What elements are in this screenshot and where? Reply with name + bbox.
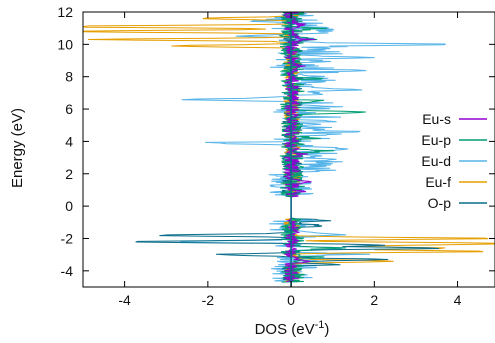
y-tick-label: 2 <box>65 166 73 182</box>
x-tick-label: 2 <box>370 292 378 308</box>
x-axis-label: DOS (eV-1) <box>255 319 330 338</box>
legend-label-eu-s: Eu-s <box>422 111 451 127</box>
y-tick-label: 10 <box>57 36 73 52</box>
x-tick-label: 4 <box>454 292 462 308</box>
x-axis-ticks: -4 -2 0 2 4 <box>118 12 462 308</box>
series-eu-d-curve <box>180 11 446 283</box>
y-axis-ticks: -4 -2 0 2 4 6 8 10 12 <box>57 4 495 279</box>
x-tick-label: 0 <box>287 292 295 308</box>
y-tick-label: 8 <box>65 69 73 85</box>
y-tick-label: -4 <box>61 263 74 279</box>
plot-frame <box>82 11 495 288</box>
y-tick-label: 6 <box>65 101 73 117</box>
legend: Eu-s Eu-p Eu-d Eu-f O-p <box>421 111 487 211</box>
legend-label-eu-f: Eu-f <box>425 174 451 190</box>
legend-label-eu-d: Eu-d <box>421 153 451 169</box>
x-tick-label: -2 <box>202 292 215 308</box>
legend-label-o-p: O-p <box>428 195 452 211</box>
x-tick-label: -4 <box>118 292 131 308</box>
legend-label-eu-p: Eu-p <box>421 132 451 148</box>
y-tick-label: 4 <box>65 133 73 149</box>
y-tick-label: 12 <box>57 4 73 20</box>
y-tick-label: 0 <box>65 198 73 214</box>
y-tick-label: -2 <box>61 230 74 246</box>
y-axis-label: Energy (eV) <box>9 108 26 188</box>
